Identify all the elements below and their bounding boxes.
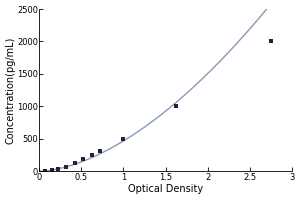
Point bbox=[90, 153, 95, 157]
Point bbox=[98, 149, 102, 153]
Y-axis label: Concentration(pg/mL): Concentration(pg/mL) bbox=[6, 36, 16, 144]
Point bbox=[121, 137, 126, 140]
Point bbox=[173, 105, 178, 108]
Point bbox=[64, 166, 69, 169]
Point bbox=[268, 40, 273, 43]
Point bbox=[81, 157, 85, 161]
Point bbox=[56, 168, 60, 171]
Point bbox=[43, 170, 48, 173]
Point bbox=[50, 169, 54, 172]
Point bbox=[72, 162, 77, 165]
X-axis label: Optical Density: Optical Density bbox=[128, 184, 203, 194]
